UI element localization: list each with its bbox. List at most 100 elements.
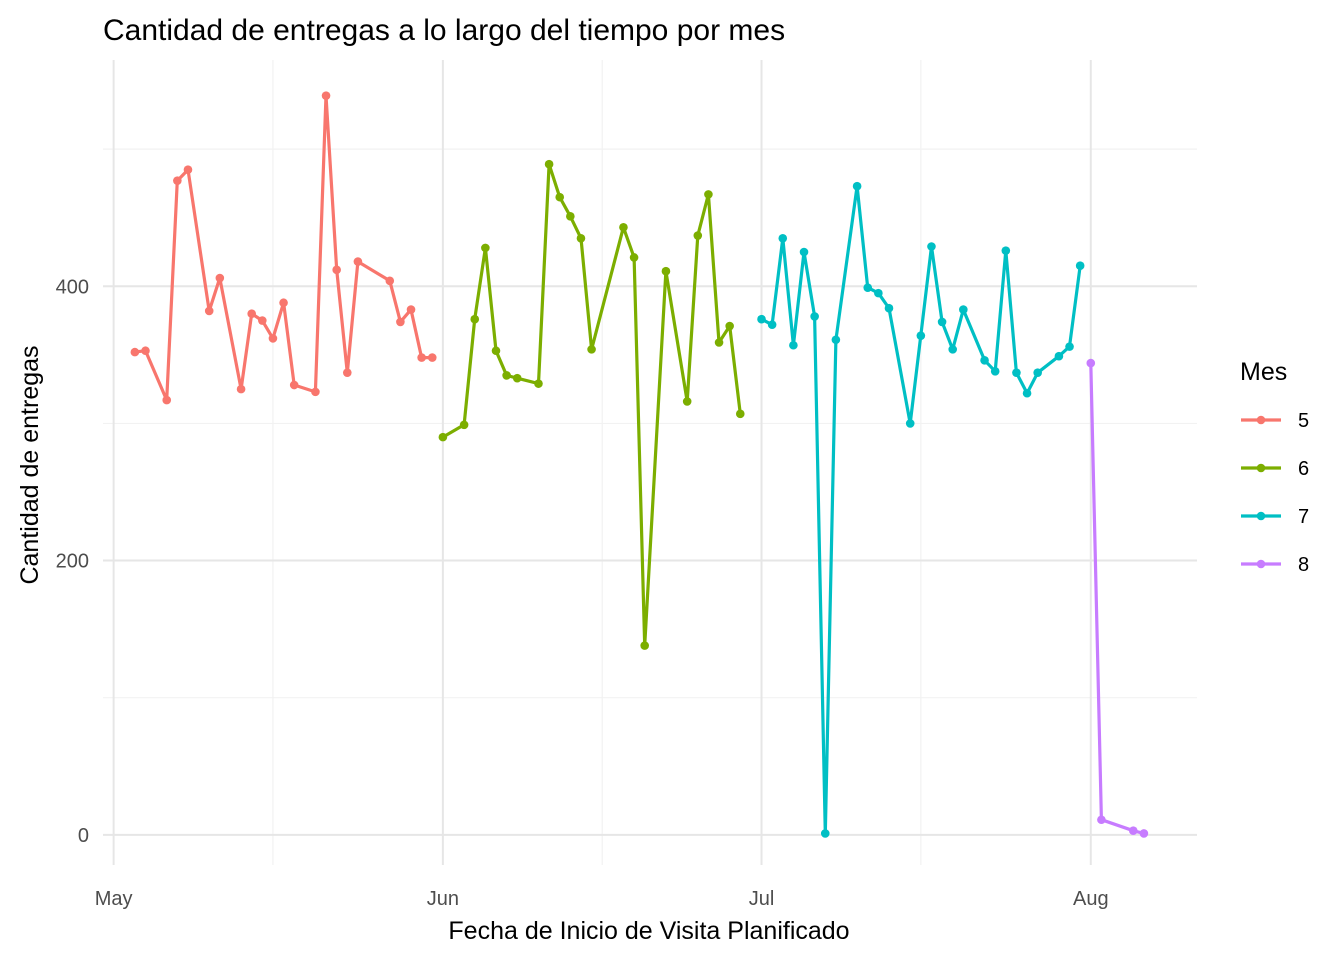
- data-point: [799, 247, 809, 257]
- legend-item-7: 7: [1241, 506, 1309, 528]
- data-point: [162, 395, 172, 405]
- legend-item-6: 6: [1241, 458, 1309, 480]
- legend-item-5: 5: [1241, 410, 1309, 432]
- series-line: [1089, 361, 1146, 836]
- data-point: [534, 379, 543, 388]
- data-point: [353, 257, 363, 266]
- legend-item-8: 8: [1241, 554, 1309, 576]
- legend-marker: [1256, 463, 1266, 473]
- data-point: [820, 829, 830, 838]
- data-point: [236, 384, 246, 394]
- data-point: [778, 233, 788, 243]
- legend-title: Mes: [1240, 358, 1287, 386]
- data-point: [810, 312, 819, 321]
- y-tick-label: 200: [56, 551, 89, 573]
- legend-label: 6: [1298, 458, 1309, 480]
- data-point: [141, 346, 150, 356]
- data-point: [852, 181, 862, 191]
- grid: [103, 60, 1197, 865]
- data-point: [1022, 388, 1032, 398]
- series-line: [133, 94, 434, 402]
- data-point: [937, 317, 947, 327]
- data-point: [555, 192, 565, 202]
- data-point: [1097, 815, 1106, 825]
- data-point: [1054, 351, 1064, 361]
- legend-marker: [1256, 559, 1266, 569]
- data-point: [215, 273, 225, 283]
- data-point: [321, 91, 331, 100]
- data-point: [481, 243, 490, 253]
- series-8: [1086, 358, 1149, 838]
- data-point: [927, 242, 936, 251]
- y-axis-title: Cantidad de entregas: [16, 345, 44, 584]
- series-7: [757, 181, 1085, 838]
- data-point: [130, 347, 140, 357]
- data-point: [332, 265, 341, 275]
- data-point: [735, 409, 745, 419]
- data-point: [417, 353, 426, 362]
- data-point: [311, 387, 320, 397]
- data-point: [980, 356, 989, 365]
- data-point: [459, 420, 469, 430]
- y-tick-label: 400: [56, 276, 89, 298]
- data-point: [1139, 829, 1149, 838]
- data-point: [1033, 368, 1042, 377]
- data-point: [714, 338, 724, 347]
- x-tick-labels: May Jun Jul Aug: [95, 888, 1109, 910]
- y-tick-labels: 0 200 400: [56, 276, 89, 847]
- data-point: [173, 176, 182, 185]
- data-point: [948, 345, 958, 354]
- data-point: [289, 380, 299, 390]
- data-point: [576, 233, 586, 243]
- data-point: [640, 641, 649, 650]
- data-point: [1065, 342, 1074, 351]
- data-point: [693, 231, 703, 240]
- data-point: [566, 212, 575, 221]
- data-point: [959, 305, 968, 314]
- legend-label: 7: [1298, 506, 1309, 528]
- legend: Mes 5 6 7 8: [1240, 358, 1309, 576]
- series-layer: [130, 91, 1149, 838]
- data-point: [619, 223, 628, 232]
- data-point: [427, 353, 437, 362]
- data-point: [757, 314, 766, 324]
- data-point: [905, 419, 915, 428]
- data-point: [342, 368, 352, 377]
- legend-label: 8: [1298, 554, 1309, 576]
- data-point: [767, 320, 777, 329]
- x-tick-label: Jul: [749, 888, 775, 910]
- data-point: [789, 340, 798, 350]
- data-point: [544, 159, 554, 169]
- data-point: [587, 345, 596, 354]
- data-point: [1012, 368, 1021, 377]
- data-point: [396, 317, 405, 327]
- legend-label: 5: [1298, 410, 1309, 432]
- data-point: [279, 298, 288, 308]
- chart-title: Cantidad de entregas a lo largo del tiem…: [103, 14, 785, 47]
- data-point: [831, 335, 841, 345]
- data-point: [470, 314, 480, 324]
- data-point: [725, 321, 734, 331]
- data-point: [629, 253, 639, 262]
- data-point: [1128, 826, 1138, 836]
- data-point: [916, 331, 926, 340]
- data-point: [385, 276, 395, 286]
- x-tick-label: May: [95, 888, 133, 910]
- data-point: [874, 288, 883, 298]
- x-tick-label: Aug: [1073, 888, 1109, 910]
- data-point: [661, 266, 671, 276]
- data-point: [682, 397, 692, 406]
- data-point: [884, 303, 894, 313]
- data-point: [183, 165, 193, 175]
- data-point: [502, 371, 511, 380]
- data-point: [268, 334, 278, 343]
- data-point: [1086, 358, 1096, 368]
- data-point: [204, 306, 214, 316]
- data-point: [512, 373, 522, 383]
- data-point: [863, 283, 873, 292]
- series-6: [438, 159, 745, 650]
- data-point: [1001, 246, 1011, 255]
- data-point: [406, 305, 416, 314]
- data-point: [438, 432, 448, 442]
